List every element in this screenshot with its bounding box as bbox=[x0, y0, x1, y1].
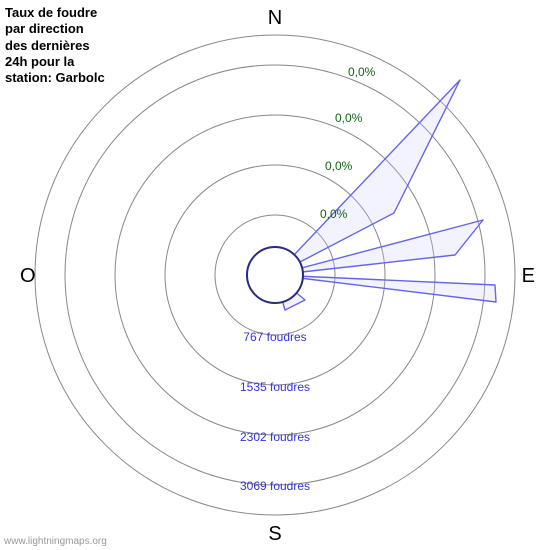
cardinal-label: N bbox=[268, 7, 282, 29]
ring-label-count: 767 foudres bbox=[243, 330, 306, 344]
ring-label-percent: 0,0% bbox=[320, 207, 348, 221]
petal bbox=[275, 275, 496, 302]
ring-label-count: 2302 foudres bbox=[240, 430, 310, 444]
ring-label-percent: 0,0% bbox=[325, 159, 353, 173]
cardinal-label: O bbox=[20, 265, 36, 287]
ring-label-percent: 0,0% bbox=[335, 111, 363, 125]
cardinal-label: E bbox=[522, 265, 535, 287]
ring-label-count: 1535 foudres bbox=[240, 380, 310, 394]
ring-label-percent: 0,0% bbox=[348, 65, 376, 79]
cardinal-label: S bbox=[268, 523, 281, 545]
polar-chart: N E S O 0,0% 0,0% 0,0% 0,0% 767 foudres 1535 fo… bbox=[0, 0, 550, 550]
center-circle bbox=[247, 247, 303, 303]
ring-label-count: 3069 foudres bbox=[240, 479, 310, 493]
